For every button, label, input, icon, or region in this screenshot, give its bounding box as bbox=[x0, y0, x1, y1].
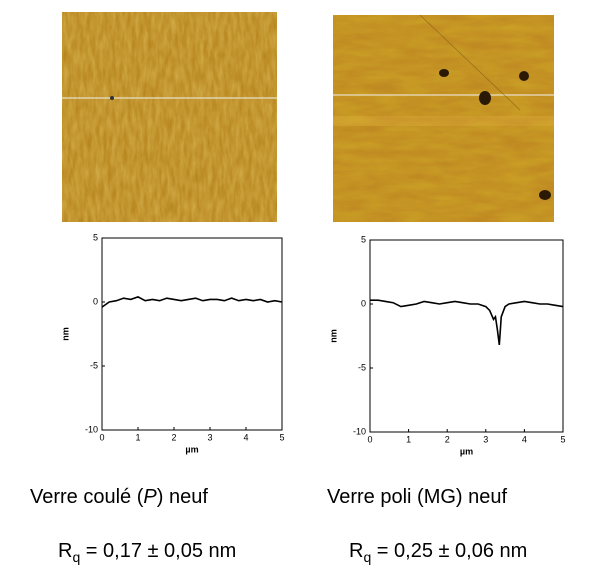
roughness-text: = 0,25 ± 0,06 nm bbox=[371, 540, 527, 562]
plot-frame bbox=[101, 237, 283, 431]
y-tick-label: 0 bbox=[93, 296, 98, 306]
y-tick-label: -5 bbox=[358, 362, 366, 372]
caption-title: Verre coulé (P) neuf bbox=[30, 486, 208, 508]
x-tick-label: 2 bbox=[171, 432, 176, 442]
y-tick-label: 5 bbox=[361, 234, 366, 244]
x-tick-label: 4 bbox=[243, 432, 248, 442]
roughness-subscript: q bbox=[363, 549, 371, 565]
y-tick-label: -5 bbox=[90, 360, 98, 370]
roughness-value: Rq = 0,17 ± 0,05 nm bbox=[58, 540, 236, 564]
x-tick-label: 3 bbox=[483, 434, 488, 444]
y-axis-label: nm bbox=[328, 329, 338, 343]
x-tick-label: 0 bbox=[367, 434, 372, 444]
x-axis-label: µm bbox=[185, 444, 198, 454]
roughness-symbol: R bbox=[58, 540, 72, 562]
profile-line bbox=[370, 299, 564, 346]
y-tick-label: -10 bbox=[85, 424, 98, 434]
y-tick-label: 5 bbox=[93, 232, 98, 242]
caption-part: P bbox=[143, 486, 157, 508]
x-tick-label: 3 bbox=[207, 432, 212, 442]
plot-frame bbox=[369, 239, 564, 433]
roughness-value: Rq = 0,25 ± 0,06 nm bbox=[349, 540, 527, 564]
roughness-subscript: q bbox=[72, 549, 80, 565]
y-axis-label: nm bbox=[60, 327, 70, 341]
x-tick-label: 5 bbox=[279, 432, 284, 442]
x-tick-label: 0 bbox=[99, 432, 104, 442]
x-tick-label: 4 bbox=[522, 434, 527, 444]
x-tick-label: 1 bbox=[406, 434, 411, 444]
x-tick-label: 1 bbox=[135, 432, 140, 442]
x-tick-label: 5 bbox=[560, 434, 565, 444]
y-tick-label: -10 bbox=[353, 426, 366, 436]
caption-part: Verre coulé ( bbox=[30, 486, 144, 508]
x-tick-label: 2 bbox=[445, 434, 450, 444]
profile-line bbox=[101, 296, 283, 308]
caption-title: Verre poli (MG) neuf bbox=[327, 486, 508, 508]
roughness-text: = 0,17 ± 0,05 nm bbox=[80, 540, 236, 562]
afm-image-left bbox=[62, 12, 277, 222]
caption-part: ) neuf bbox=[157, 486, 209, 508]
y-tick-label: 0 bbox=[361, 298, 366, 308]
x-axis-label: µm bbox=[460, 446, 473, 456]
roughness-symbol: R bbox=[349, 540, 363, 562]
caption-part: Verre poli (MG) neuf bbox=[327, 486, 508, 508]
afm-image-right bbox=[333, 14, 554, 222]
